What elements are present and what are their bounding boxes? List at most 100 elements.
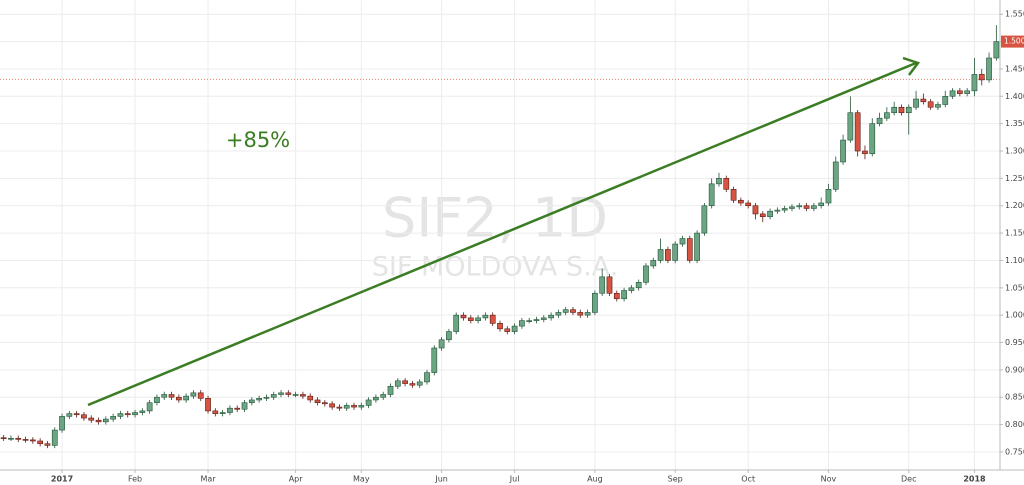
- candle-body: [745, 202, 752, 207]
- candle-body: [22, 439, 29, 441]
- last-price-box: [1001, 35, 1024, 48]
- candle-body: [730, 189, 737, 201]
- candle-body: [701, 205, 708, 234]
- candle-body: [920, 98, 927, 103]
- x-tick-label: Aug: [587, 475, 603, 484]
- candle-body: [256, 398, 262, 401]
- candle-body: [665, 249, 671, 261]
- candle-body: [694, 232, 700, 261]
- candle-body: [898, 106, 905, 114]
- candle-body: [971, 74, 978, 92]
- x-tick-label: 2017: [51, 475, 73, 484]
- candle-body: [37, 440, 44, 445]
- candle-body: [738, 199, 744, 204]
- candle-body: [767, 210, 773, 217]
- candle-body: [723, 178, 730, 190]
- candle-body: [29, 439, 36, 442]
- candle-body: [431, 347, 438, 373]
- watermark: SIF2, 1D: [382, 187, 608, 250]
- candle-body: [752, 205, 759, 215]
- candle-body: [343, 405, 350, 409]
- candle-body: [241, 402, 248, 410]
- candle-body: [336, 406, 343, 409]
- candle-body: [825, 189, 832, 204]
- candle-body: [475, 317, 481, 321]
- candle-body: [993, 41, 1000, 59]
- y-tick-label: 1.3500: [1005, 119, 1024, 128]
- candle-body: [358, 405, 365, 408]
- candle-body: [438, 339, 445, 349]
- y-tick-label: 1.5500: [1005, 10, 1024, 19]
- candle-body: [533, 319, 540, 321]
- arrow-head: [902, 56, 921, 76]
- candle-body: [811, 205, 817, 209]
- candle-body: [935, 104, 941, 108]
- candle-body: [387, 385, 394, 395]
- candle-body: [832, 161, 839, 190]
- candle-body: [394, 380, 401, 387]
- candle-body: [526, 320, 533, 322]
- candle-body: [482, 314, 489, 319]
- candle-body: [132, 412, 138, 416]
- candle-body: [59, 416, 65, 431]
- x-tick-label: Apr: [289, 475, 304, 484]
- trend-arrow: [87, 61, 917, 407]
- candle-body: [110, 416, 116, 420]
- y-tick-label: 1.4500: [1005, 64, 1024, 73]
- x-tick-label: Jun: [434, 475, 448, 484]
- candle-body: [95, 419, 102, 423]
- candle-body: [759, 213, 766, 217]
- candle-body: [986, 57, 992, 81]
- candle-body: [519, 320, 525, 327]
- candle-body: [66, 413, 73, 417]
- candle-body: [548, 314, 554, 319]
- y-tick-label: 0.8000: [1005, 420, 1024, 429]
- candle-body: [124, 413, 131, 416]
- candle-body: [117, 413, 124, 417]
- candle-body: [504, 328, 511, 332]
- candle-body: [453, 314, 460, 332]
- y-tick-label: 1.1500: [1005, 229, 1024, 238]
- candle-body: [942, 95, 949, 105]
- y-tick-label: 1.0500: [1005, 283, 1024, 292]
- candle-body: [884, 112, 890, 119]
- candle-body: [175, 396, 182, 401]
- candle-body: [161, 394, 168, 398]
- candle-body: [964, 90, 971, 94]
- x-tick-label: Sep: [668, 475, 683, 484]
- y-tick-label: 1.0000: [1005, 311, 1024, 320]
- candle-body: [606, 276, 613, 294]
- candle-body: [949, 90, 956, 97]
- candle-body: [168, 394, 175, 398]
- candle-body: [796, 205, 803, 208]
- candle-body: [686, 238, 693, 261]
- candle-body: [51, 429, 58, 446]
- y-tick-label: 1.1000: [1005, 256, 1024, 265]
- candle-body: [781, 208, 788, 211]
- x-tick-label: Feb: [128, 475, 142, 484]
- x-tick-label: Oct: [741, 475, 755, 484]
- candle-body: [15, 437, 22, 440]
- candle-body: [102, 418, 109, 423]
- candle-body: [292, 394, 299, 396]
- x-tick-label: May: [353, 475, 370, 484]
- candle-body: [314, 399, 321, 404]
- candle-body: [197, 392, 204, 399]
- y-tick-label: 1.2500: [1005, 174, 1024, 183]
- candle-body: [613, 292, 620, 300]
- candle-body: [978, 74, 985, 81]
- candle-body: [321, 402, 328, 405]
- candle-body: [300, 394, 306, 397]
- watermark-subtitle: SIF MOLDOVA S.A.: [372, 252, 618, 283]
- candle-body: [351, 405, 357, 408]
- candle-body: [416, 381, 423, 386]
- candle-body: [234, 407, 241, 410]
- candle-body: [657, 249, 664, 261]
- candle-body: [716, 178, 722, 185]
- candle-body: [592, 292, 598, 313]
- candle-body: [329, 403, 335, 408]
- candle-body: [913, 98, 919, 108]
- y-tick-label: 0.9500: [1005, 338, 1024, 347]
- candle-body: [562, 309, 569, 313]
